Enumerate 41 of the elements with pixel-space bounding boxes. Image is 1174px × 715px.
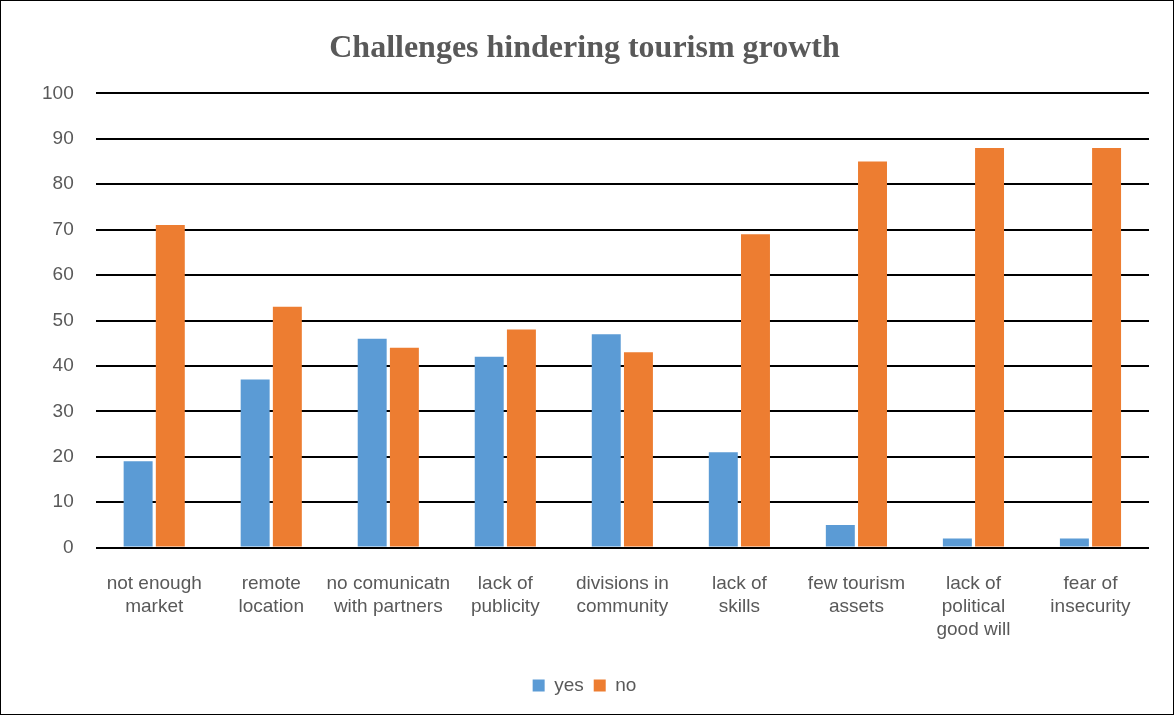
y-tick-label: 80 bbox=[52, 172, 74, 194]
y-tick-label: 60 bbox=[52, 263, 74, 285]
x-tick-label: lack of publicity bbox=[470, 572, 541, 617]
y-tick-label: 10 bbox=[52, 490, 74, 512]
y-tick-label: 30 bbox=[52, 399, 74, 421]
bar bbox=[942, 538, 972, 547]
x-tick-label: fear of insecurity bbox=[1050, 572, 1132, 617]
y-tick-label: 90 bbox=[52, 127, 74, 149]
x-tick-label: lack of political good will bbox=[936, 572, 1011, 639]
y-tick-label: 100 bbox=[42, 81, 74, 103]
y-tick-label: 0 bbox=[63, 535, 74, 557]
y-tick-label: 40 bbox=[52, 354, 74, 376]
bar bbox=[389, 347, 419, 547]
x-tick-label: no comunicatn with partners bbox=[326, 572, 451, 617]
y-tick-label: 70 bbox=[52, 217, 74, 239]
x-tick-label: lack of skills bbox=[711, 572, 768, 617]
legend-label: no bbox=[615, 673, 637, 695]
bar bbox=[591, 334, 621, 547]
bar bbox=[123, 461, 153, 547]
y-tick-label: 20 bbox=[52, 444, 74, 466]
bar bbox=[708, 452, 738, 547]
bar bbox=[474, 356, 504, 547]
bar bbox=[155, 225, 185, 547]
bar bbox=[858, 161, 887, 547]
bar bbox=[272, 306, 302, 547]
x-tick-label: remote location bbox=[238, 572, 304, 617]
x-tick-label: divisions in community bbox=[575, 572, 669, 617]
y-tick-label: 50 bbox=[52, 308, 74, 330]
x-tick-label: not enough market bbox=[106, 572, 202, 617]
x-tick-label: few tourism assets bbox=[807, 572, 905, 617]
bar bbox=[357, 338, 387, 547]
bar bbox=[240, 379, 270, 547]
bar bbox=[740, 234, 770, 547]
bar bbox=[825, 524, 855, 547]
bar bbox=[623, 352, 653, 547]
bar bbox=[1092, 147, 1122, 547]
legend-label: yes bbox=[554, 673, 584, 695]
bar bbox=[1059, 538, 1089, 547]
chart-title: Challenges hindering tourism growth bbox=[329, 28, 840, 65]
bar bbox=[506, 329, 536, 547]
bar bbox=[975, 147, 1005, 547]
